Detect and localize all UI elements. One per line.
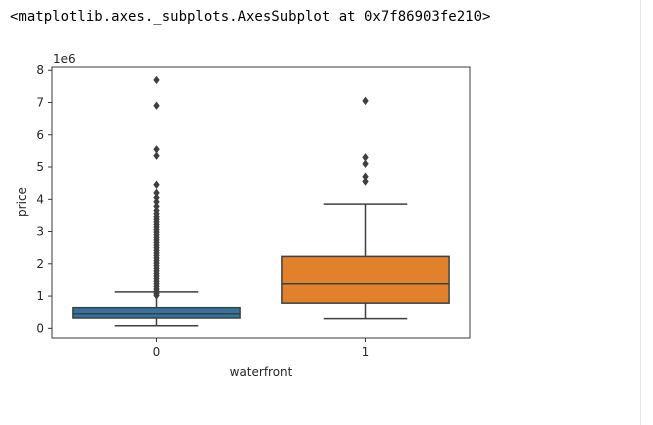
y-axis-label: price	[15, 187, 29, 217]
x-axis-label: waterfront	[230, 365, 293, 379]
outlier-point	[362, 153, 369, 162]
box-iqr	[72, 306, 241, 319]
outlier-point	[153, 151, 160, 160]
outlier-point	[153, 101, 160, 110]
y-tick-label: 1	[36, 289, 44, 303]
outlier-point	[153, 75, 160, 85]
outlier-point	[362, 177, 369, 186]
notebook-scroll-edge	[640, 0, 641, 425]
y-tick-label: 2	[36, 257, 44, 271]
outlier-point	[153, 145, 160, 154]
ticks-layer: 0 1 2 3 4 5 6 7 8 0 1	[36, 63, 369, 359]
outlier-point	[153, 193, 160, 202]
cell-output-repr: <matplotlib.axes._subplots.AxesSubplot a…	[10, 9, 491, 25]
outlier-point	[362, 96, 369, 106]
outlier-point	[153, 180, 160, 189]
y-tick-label: 6	[36, 128, 44, 142]
outlier-point	[153, 188, 160, 198]
boxes-layer	[72, 75, 450, 327]
y-tick-label: 3	[36, 225, 44, 239]
y-tick-label: 7	[36, 95, 44, 109]
y-tick-label: 5	[36, 160, 44, 174]
y-tick-label: 4	[36, 192, 44, 206]
x-tick-label: 1	[362, 345, 370, 359]
y-tick-label: 8	[36, 63, 44, 77]
outlier-point	[362, 159, 369, 168]
box-iqr	[281, 255, 450, 304]
axes-frame	[51, 66, 471, 339]
y-offset-label: 1e6	[53, 52, 76, 66]
x-tick-label: 0	[153, 345, 161, 359]
outlier-point	[153, 202, 160, 211]
outlier-point	[362, 172, 369, 181]
y-tick-label: 0	[36, 321, 44, 335]
